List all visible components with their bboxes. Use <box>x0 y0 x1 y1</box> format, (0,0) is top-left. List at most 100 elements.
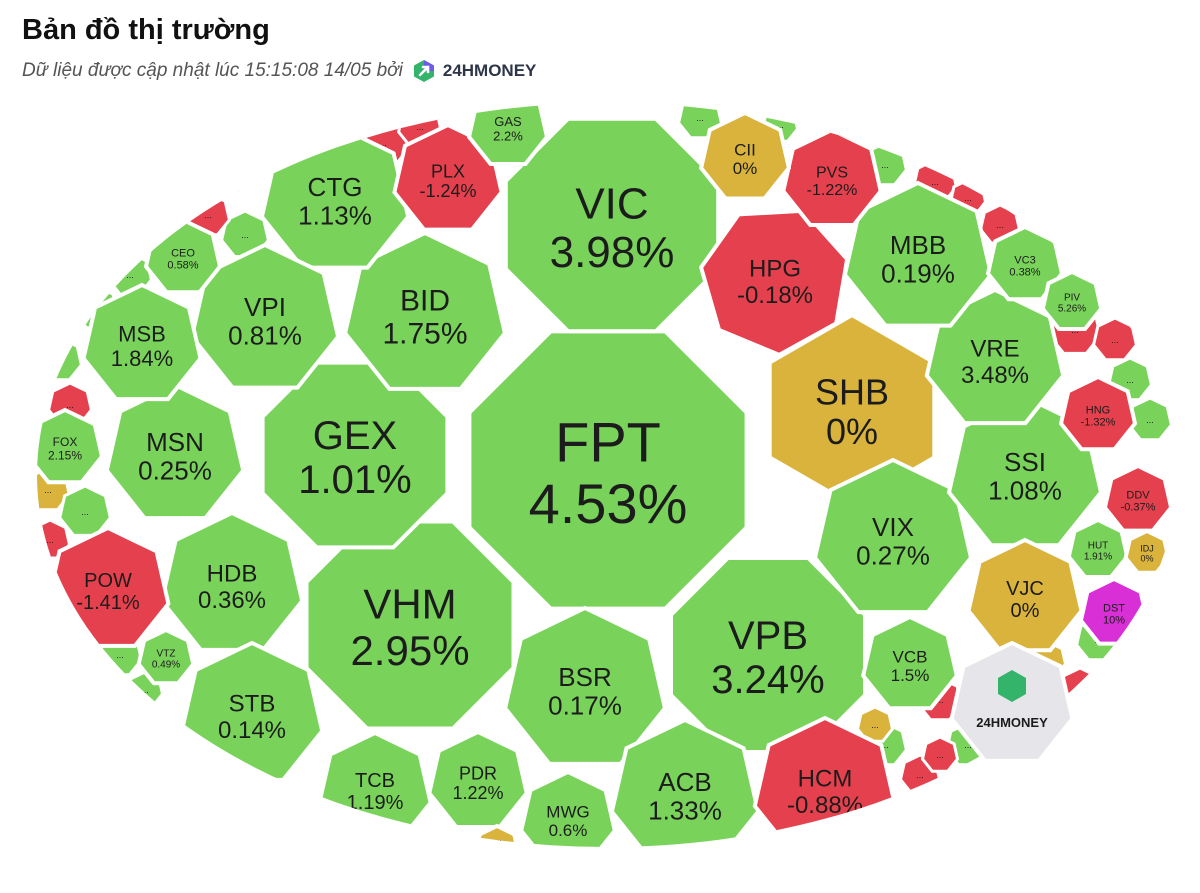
tile-ticker: VIC <box>575 179 648 228</box>
tile-shape <box>698 208 850 358</box>
tile-ticker: FOX <box>53 435 78 449</box>
tile-change: 0.6% <box>549 821 588 840</box>
tile-change: 3.48% <box>961 362 1029 389</box>
tile-ddv[interactable]: DDV-0.37% <box>1102 463 1174 533</box>
tile-change: 1.13% <box>298 201 372 231</box>
tile-ticker: POW <box>84 570 132 592</box>
tile-change: 2.2% <box>493 128 523 143</box>
brand-logo[interactable]: 24HMONEY <box>411 58 536 84</box>
small-tile-label: ... <box>1146 415 1154 425</box>
small-tile[interactable]: ... <box>37 336 84 382</box>
tile-ticker: GEX <box>313 414 397 458</box>
tile-change: 1.19% <box>347 792 404 814</box>
tile-shape <box>159 510 305 652</box>
tile-ticker: CEO <box>171 247 195 259</box>
tile-ticker: VIX <box>872 512 914 542</box>
tile-ticker: HNG <box>1086 404 1110 416</box>
small-tile-label: ... <box>416 122 424 132</box>
tile-ticker: HUT <box>1088 541 1109 552</box>
tile-shape <box>519 769 617 847</box>
small-tile[interactable]: ... <box>1091 316 1139 362</box>
small-tile-label: ... <box>126 270 134 280</box>
small-tile-shape <box>206 148 254 194</box>
tile-ticker: VPB <box>728 614 808 658</box>
small-tile-label: ... <box>161 213 169 223</box>
small-tile-label: ... <box>141 685 149 695</box>
tile-change: 1.33% <box>648 796 722 826</box>
small-tile[interactable]: ... <box>206 148 254 194</box>
tile-ticker: BSR <box>558 662 611 692</box>
tile-change: 0.81% <box>228 321 302 351</box>
tile-change: 0% <box>826 411 878 452</box>
tile-ticker: VPI <box>244 292 286 322</box>
tile-ticker: MSN <box>146 427 204 457</box>
small-tile[interactable]: ... <box>58 484 112 537</box>
tile-shape <box>1058 374 1138 452</box>
small-tile-label: ... <box>776 120 784 130</box>
tile-shape <box>342 230 508 391</box>
tile-change: -1.24% <box>419 181 476 201</box>
tile-change: 0.27% <box>856 541 930 571</box>
tile-change: -0.18% <box>737 282 813 309</box>
tile-shape <box>1102 463 1174 533</box>
tile-ticker: VRE <box>970 335 1019 362</box>
small-tile-label: ... <box>379 138 387 148</box>
tile-change: 1.75% <box>382 318 467 351</box>
tile-shape <box>467 329 749 611</box>
tile-ticker: STB <box>229 690 276 717</box>
small-tile[interactable]: ... <box>920 735 960 773</box>
small-tile-label: ... <box>56 355 64 365</box>
small-tile-label: ... <box>66 400 74 410</box>
tile-shape <box>37 407 105 485</box>
tile-ticker: MSB <box>118 322 166 347</box>
tile-change: 2.95% <box>350 627 469 674</box>
tile-hpg[interactable]: HPG-0.18% <box>698 208 850 358</box>
tile-change: 0.38% <box>1009 266 1040 278</box>
tile-ticker: HPG <box>749 255 801 282</box>
tile-ticker: PVS <box>816 165 848 182</box>
tile-ticker: PIV <box>1064 293 1080 304</box>
tile-change: 0.19% <box>881 259 955 289</box>
tile-change: 0.58% <box>167 259 198 271</box>
tile-ticker: VTZ <box>157 649 176 660</box>
tile-shape <box>609 717 761 847</box>
tile-hng[interactable]: HNG-1.32% <box>1058 374 1138 452</box>
tile-ticker: VHM <box>363 581 456 628</box>
tile-ticker: MBB <box>890 230 946 260</box>
tile-pvs[interactable]: PVS-1.22% <box>781 127 883 227</box>
tile-shape <box>502 605 668 766</box>
tile-change: -0.88% <box>787 792 863 819</box>
tile-change: 0% <box>1011 600 1040 622</box>
small-tile-label: ... <box>916 770 924 780</box>
